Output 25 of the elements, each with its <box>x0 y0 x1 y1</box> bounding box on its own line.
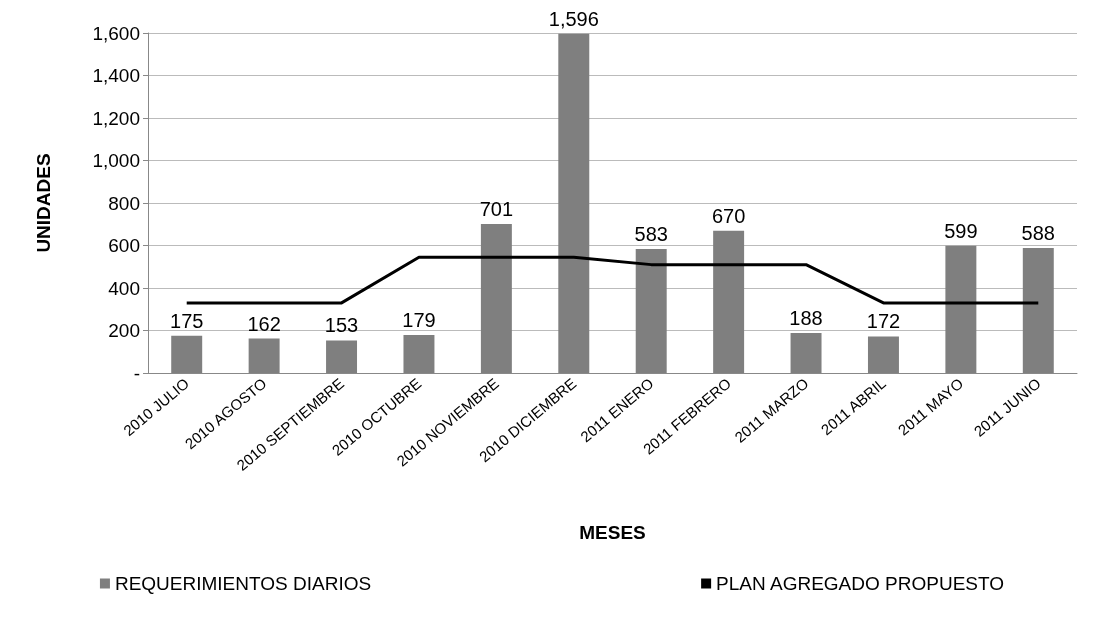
legend-label: PLAN AGREGADO PROPUESTO <box>716 573 1005 594</box>
data-label: 172 <box>866 310 901 333</box>
y-tick-label: 600 <box>108 235 140 256</box>
legend-label: REQUERIMIENTOS DIARIOS <box>114 573 372 594</box>
x-axis-title: MESES <box>579 522 646 543</box>
data-label: 162 <box>247 312 281 335</box>
data-label: 588 <box>1021 222 1055 245</box>
y-tick-label: - <box>133 362 140 384</box>
y-tick-label: 800 <box>108 192 140 214</box>
data-label: 179 <box>402 308 436 331</box>
y-tick-label: 400 <box>108 277 140 299</box>
data-label: 153 <box>324 314 359 337</box>
data-label: 188 <box>789 307 823 330</box>
data-label: 1,596 <box>548 7 599 30</box>
data-label: 701 <box>479 198 514 221</box>
y-tick-label: 1,000 <box>92 150 140 171</box>
y-tick-label: 200 <box>108 320 140 341</box>
y-tick-label: 1,200 <box>92 107 140 129</box>
y-axis-title: UNIDADES <box>33 153 54 253</box>
y-tick-label: 1,600 <box>92 22 140 44</box>
data-label: 599 <box>944 219 978 242</box>
data-label: 583 <box>634 223 668 246</box>
data-label: 670 <box>711 204 746 227</box>
y-tick-label: 1,400 <box>92 65 140 86</box>
data-label: 175 <box>170 309 204 332</box>
